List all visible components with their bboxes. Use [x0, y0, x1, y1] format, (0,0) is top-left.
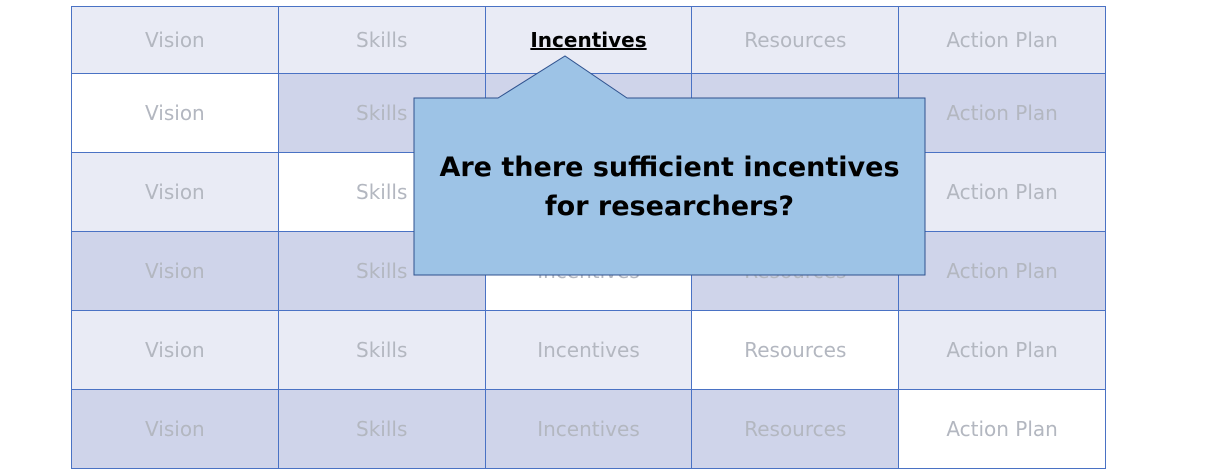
callout-line-1: Are there sufficient incentives — [439, 152, 900, 183]
grid-row: Vision Skills Incentives Resources Actio… — [71, 73, 1106, 153]
grid-cell: Skills — [277, 73, 486, 153]
grid-cell: Action Plan — [898, 73, 1106, 153]
grid-cell: Resources — [691, 73, 900, 153]
grid-cell: Vision — [71, 73, 279, 153]
header-cell-skills: Skills — [277, 6, 486, 74]
grid-cell: Incentives — [484, 231, 693, 311]
grid-cell: Vision — [71, 152, 279, 232]
header-cell-resources: Resources — [691, 6, 900, 74]
callout-question: Are there sufficient incentives for rese… — [414, 148, 925, 226]
grid-cell: Skills — [277, 389, 486, 469]
header-cell-action-plan: Action Plan — [898, 6, 1106, 74]
grid-cell: Vision — [71, 231, 279, 311]
grid-row: Vision Skills Incentives Resources Actio… — [71, 231, 1106, 311]
callout-line-2: for researchers? — [544, 191, 795, 222]
grid-cell: Action Plan — [898, 389, 1106, 469]
grid-cell: Resources — [691, 310, 900, 390]
framework-grid: Vision Skills Incentives Resources Actio… — [71, 6, 1106, 469]
grid-row: Vision Skills Incentives Resources Actio… — [71, 389, 1106, 469]
header-cell-vision: Vision — [71, 6, 279, 74]
grid-cell: Action Plan — [898, 310, 1106, 390]
grid-cell: Incentives — [484, 73, 693, 153]
grid-cell: Resources — [691, 231, 900, 311]
grid-cell: Incentives — [484, 389, 693, 469]
grid-cell: Action Plan — [898, 152, 1106, 232]
grid-cell: Vision — [71, 310, 279, 390]
grid-cell: Resources — [691, 389, 900, 469]
grid-cell: Vision — [71, 389, 279, 469]
grid-cell: Incentives — [484, 310, 693, 390]
header-row: Vision Skills Incentives Resources Actio… — [71, 6, 1106, 74]
grid-cell: Skills — [277, 231, 486, 311]
grid-row: Vision Skills Incentives Resources Actio… — [71, 310, 1106, 390]
header-cell-incentives: Incentives — [484, 6, 693, 74]
grid-cell: Skills — [277, 310, 486, 390]
grid-cell: Action Plan — [898, 231, 1106, 311]
